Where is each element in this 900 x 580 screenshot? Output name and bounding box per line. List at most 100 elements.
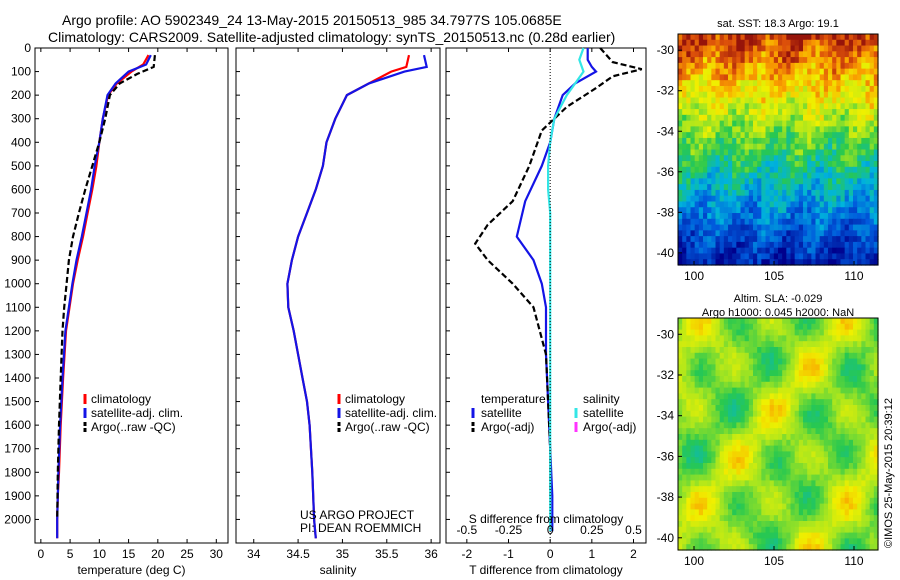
map-cell [715, 109, 721, 116]
map-cell [757, 45, 762, 52]
map-cell [844, 74, 850, 81]
map-cell [832, 329, 837, 336]
map-cell [769, 184, 775, 191]
map-cell [798, 103, 804, 110]
map-cell [844, 155, 850, 162]
header-line-1: Argo profile: AO 5902349_24 13-May-2015 … [62, 12, 562, 28]
map-cell [807, 329, 812, 336]
map-cell [865, 236, 871, 243]
map-cell [861, 381, 867, 389]
map-cell [761, 172, 767, 179]
map-cell [773, 526, 779, 534]
map-cell [707, 172, 712, 179]
map-cell [848, 114, 854, 122]
map-cell [853, 207, 858, 214]
map-cell [748, 247, 754, 255]
map-cell [815, 201, 821, 208]
map-cell [686, 492, 692, 499]
map-cell [782, 335, 787, 342]
map-cell [869, 189, 875, 197]
map-cell [828, 132, 833, 139]
map-cell [807, 62, 812, 70]
map-cell [811, 114, 817, 122]
map-cell [698, 387, 704, 394]
map-cell [790, 329, 796, 336]
map-cell [703, 68, 708, 76]
x-tick-label: 15 [122, 547, 136, 561]
map-cell [815, 335, 821, 342]
map-cell [715, 39, 721, 47]
map-cell [798, 236, 804, 243]
map-cell [728, 457, 733, 464]
map-cell [865, 416, 871, 423]
map-cell [732, 120, 737, 128]
map-cell [736, 497, 742, 505]
map-cell [782, 474, 787, 481]
map-cell [732, 439, 737, 447]
map-cell [723, 492, 729, 499]
map-cell [728, 410, 733, 418]
map-cell [807, 253, 812, 260]
map-cell [819, 184, 825, 191]
map-cell [828, 57, 833, 64]
map-cell [678, 247, 683, 255]
map-cell [765, 120, 771, 128]
map-cell [728, 230, 733, 237]
map-cell [769, 341, 775, 348]
map-cell [744, 468, 750, 476]
map-cell [773, 376, 779, 383]
map-cell [828, 405, 833, 412]
map-cell [844, 178, 850, 185]
map-cell [848, 230, 854, 237]
map-cell [828, 247, 833, 255]
map-cell [728, 259, 733, 266]
map-cell [857, 201, 862, 208]
map-cell [719, 224, 725, 231]
map-cell [694, 224, 700, 231]
map-cell [790, 166, 796, 174]
map-cell [744, 410, 750, 418]
map-cell [778, 189, 783, 197]
map-cell [682, 526, 687, 534]
map-cell [765, 526, 771, 534]
map-cell [698, 51, 704, 58]
map-cell [711, 364, 717, 371]
y-tick-label: 1600 [4, 418, 31, 432]
map-cell [811, 451, 817, 458]
map-cell [853, 166, 858, 174]
map-cell [707, 416, 712, 423]
map-cell [853, 410, 858, 418]
map-cell [753, 132, 758, 139]
map-cell [836, 45, 842, 52]
map-cell [719, 387, 725, 394]
map-cell [753, 45, 758, 52]
map-cell [778, 358, 783, 365]
map-cell [807, 451, 812, 458]
map-cell [861, 526, 867, 534]
map-cell [753, 434, 758, 441]
map-cell [819, 515, 825, 522]
map-cell [790, 393, 796, 400]
map-cell [815, 213, 821, 220]
map-cell [723, 509, 729, 516]
map-cell [728, 451, 733, 458]
map-cell [828, 137, 833, 145]
map-cell [853, 230, 858, 237]
map-cell [728, 526, 733, 534]
map-cell [703, 463, 708, 470]
map-cell [707, 515, 712, 522]
map-cell [765, 387, 771, 394]
map-cell [694, 468, 700, 476]
map-cell [836, 434, 842, 441]
map-cell [861, 241, 867, 249]
map-cell [698, 34, 704, 41]
map-cell [707, 184, 712, 191]
map-cell [748, 57, 754, 64]
map-cell [698, 57, 704, 64]
map-cell [778, 126, 783, 133]
map-cell [798, 120, 804, 128]
map-cell [761, 416, 767, 423]
map-cell [869, 318, 875, 325]
map-cell [703, 405, 708, 412]
map-cell [740, 68, 746, 76]
